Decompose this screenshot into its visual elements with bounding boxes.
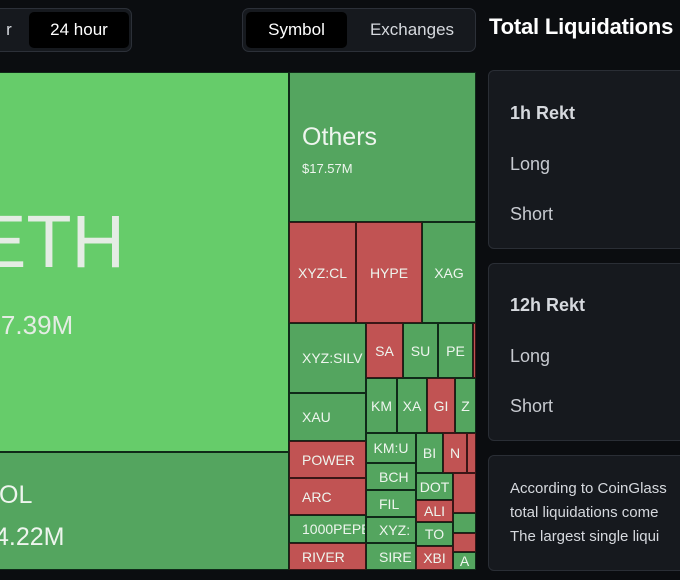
- summary-line: The largest single liqui: [510, 528, 660, 545]
- tile-km-u[interactable]: KM:U: [366, 433, 416, 463]
- tile-xbi[interactable]: XBI: [416, 546, 453, 570]
- tile-label: N: [449, 445, 461, 461]
- long-label: Long: [510, 154, 551, 174]
- tile-dot[interactable]: DOT: [416, 473, 453, 500]
- tile-z[interactable]: Z: [455, 378, 476, 433]
- tile-xa[interactable]: XA: [397, 378, 427, 433]
- tile-label: GI: [433, 397, 449, 414]
- symbol-tab[interactable]: Symbol: [246, 12, 347, 48]
- tile-unlabeled[interactable]: [453, 533, 476, 552]
- tile-river[interactable]: RIVER: [289, 543, 366, 570]
- tile-label: TO: [424, 526, 445, 542]
- liquidation-treemap: ETH $77.39M OL 4.22M Others $17.57M XYZ:…: [0, 72, 476, 570]
- tile-bi[interactable]: BI: [416, 433, 443, 473]
- card-heading: 1h Rekt: [510, 103, 576, 123]
- tile-pe[interactable]: PE: [438, 323, 473, 378]
- tile-sol[interactable]: OL 4.22M: [0, 452, 289, 570]
- tile-unlabeled[interactable]: [467, 433, 476, 473]
- tile-label: SU: [410, 342, 431, 359]
- tile-xag[interactable]: XAG: [422, 222, 476, 323]
- tile-name: ETH: [0, 200, 125, 283]
- tile-xyz-silver[interactable]: XYZ:SILV: [289, 323, 366, 393]
- group-by-toggle: Symbol Exchanges: [242, 8, 476, 52]
- tile-km[interactable]: KM: [366, 378, 397, 433]
- tile-to[interactable]: TO: [416, 522, 453, 546]
- tile-label: ARC: [302, 488, 332, 505]
- tile-others[interactable]: Others $17.57M: [289, 72, 476, 222]
- tile-label: ALI: [423, 503, 446, 519]
- tile-unlabeled[interactable]: [453, 513, 476, 533]
- tile-hype[interactable]: HYPE: [356, 222, 422, 323]
- tile-power[interactable]: POWER: [289, 441, 366, 478]
- tile-label: HYPE: [369, 264, 409, 281]
- tile-label: XA: [402, 397, 422, 414]
- timeframe-option-24h[interactable]: 24 hour: [29, 12, 129, 48]
- tile-arc[interactable]: ARC: [289, 478, 366, 515]
- card-heading: 12h Rekt: [510, 295, 586, 315]
- tile-label: KM:U: [373, 440, 409, 456]
- tile-unlabeled[interactable]: [453, 473, 476, 513]
- short-label: Short: [510, 204, 554, 224]
- tile-xyz-cl[interactable]: XYZ:CL: [289, 222, 356, 323]
- tile-fil[interactable]: FIL: [366, 490, 416, 517]
- tile-label: XBI: [423, 550, 446, 566]
- rekt-card-1h: 1h Rekt Long Short: [488, 70, 680, 249]
- tile-label: SIRE: [379, 548, 412, 565]
- tile-label: RIVER: [302, 548, 345, 565]
- tile-unlabeled[interactable]: [473, 323, 476, 378]
- tile-xau[interactable]: XAU: [289, 393, 366, 441]
- tile-name: Others: [302, 123, 378, 151]
- tile-value: 4.22M: [0, 523, 65, 551]
- tile-xyz[interactable]: XYZ:: [366, 517, 416, 543]
- timeframe-option-partial[interactable]: r: [6, 20, 12, 39]
- tile-label: A: [459, 553, 470, 569]
- rekt-card-12h: 12h Rekt Long Short: [488, 263, 680, 441]
- tile-label: XAU: [302, 409, 331, 425]
- timeframe-toggle: r 24 hour: [0, 8, 132, 52]
- summary-line: According to CoinGlass: [510, 480, 667, 497]
- tile-ali[interactable]: ALI: [416, 500, 453, 522]
- tile-label: 1000PEPE: [302, 521, 366, 537]
- tile-eth[interactable]: ETH $77.39M: [0, 72, 289, 452]
- tile-n[interactable]: N: [443, 433, 467, 473]
- exchanges-tab[interactable]: Exchanges: [369, 20, 455, 39]
- summary-line: total liquidations come: [510, 504, 659, 521]
- tile-gi[interactable]: GI: [427, 378, 455, 433]
- tile-label: FIL: [379, 495, 400, 512]
- long-label: Long: [510, 346, 551, 366]
- tile-label: PE: [446, 342, 465, 359]
- tile-label: BI: [422, 445, 437, 461]
- tile-1000pepe[interactable]: 1000PEPE: [289, 515, 366, 543]
- tile-label: DOT: [419, 478, 450, 495]
- tile-label: XAG: [434, 264, 464, 281]
- tile-label: KM: [371, 397, 392, 414]
- short-label: Short: [510, 396, 554, 416]
- tile-value: $77.39M: [0, 310, 74, 340]
- tile-value: $17.57M: [302, 161, 353, 176]
- tile-label: SA: [375, 342, 394, 359]
- tile-label: XYZ:: [379, 522, 411, 538]
- tile-label: XYZ:CL: [297, 264, 348, 281]
- tile-a[interactable]: A: [453, 552, 476, 570]
- tile-su[interactable]: SU: [403, 323, 438, 378]
- tile-sa[interactable]: SA: [366, 323, 403, 378]
- tile-label: Z: [461, 397, 470, 414]
- summary-card: According to CoinGlass total liquidation…: [488, 455, 680, 571]
- tile-label: POWER: [302, 451, 355, 468]
- tile-label: XYZ:SILV: [302, 350, 363, 366]
- tile-label: BCH: [379, 468, 409, 485]
- tile-bch[interactable]: BCH: [366, 463, 416, 490]
- panel-title: Total Liquidations: [489, 14, 674, 39]
- tile-name: OL: [0, 481, 33, 509]
- tile-sire[interactable]: SIRE: [366, 543, 416, 570]
